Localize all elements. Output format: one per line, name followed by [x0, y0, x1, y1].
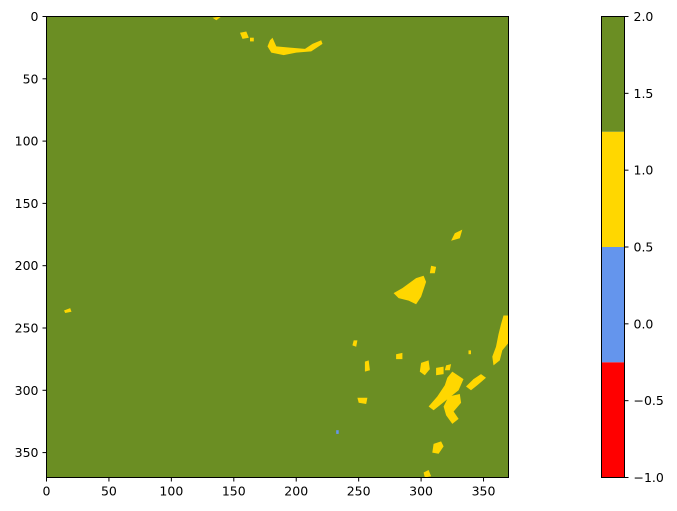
colorbar-tick-label: 2.0 — [634, 9, 654, 24]
heatmap-patch-5 — [429, 265, 437, 274]
x-tick-label: 150 — [222, 484, 246, 499]
heatmap-patch-19 — [432, 441, 444, 454]
colorbar-tick-label: 1.5 — [634, 86, 654, 101]
heatmap-patch-4 — [393, 275, 427, 305]
colorbar-segment-1 — [601, 247, 625, 363]
x-tick-label: 0 — [43, 484, 51, 499]
heatmap-patch-10 — [443, 394, 462, 424]
colorbar-segment-2 — [601, 131, 625, 247]
x-tick-label: 50 — [101, 484, 117, 499]
colorbar-segment-3 — [601, 16, 625, 132]
heatmap-patch-22 — [336, 430, 339, 434]
y-tick-label: 300 — [15, 383, 39, 398]
x-tick-label: 200 — [284, 484, 308, 499]
x-axis: 0 50 100 150 200 250 300 350 — [43, 477, 496, 499]
colorbar-tick-label: −1.0 — [634, 470, 664, 485]
heatmap-patch-18 — [444, 364, 452, 371]
colorbar-tick-label: 1.0 — [634, 163, 654, 178]
x-tick-label: 300 — [409, 484, 433, 499]
heatmap-patch-9 — [428, 371, 464, 411]
y-tick-label: 100 — [15, 134, 39, 149]
colorbar-segments — [601, 16, 625, 478]
x-tick-label: 250 — [347, 484, 371, 499]
y-tick-label: 150 — [15, 196, 39, 211]
y-tick-label: 200 — [15, 258, 39, 273]
colorbar-segment-0 — [601, 362, 625, 478]
heatmap-patch-6 — [451, 229, 463, 241]
heatmap-patch-12 — [364, 360, 370, 372]
heatmap-patch-16 — [419, 360, 430, 376]
heatmap-patch-2 — [250, 37, 254, 42]
heatmap-patch-14 — [357, 397, 368, 404]
colorbar-tick-label: 0.0 — [634, 316, 654, 331]
heatmap-patch-20 — [423, 470, 432, 478]
colorbar: −1.0 −0.5 0.0 0.5 1.0 1.5 2.0 — [601, 9, 664, 485]
plot-frame — [46, 16, 509, 478]
y-tick-label: 250 — [15, 320, 39, 335]
y-tick-label: 350 — [15, 445, 39, 460]
heatmap-patches — [64, 16, 509, 478]
heatmap-patch-8 — [492, 315, 509, 366]
y-tick-label: 0 — [31, 9, 39, 24]
heatmap-patch-7 — [64, 308, 72, 313]
heatmap-patch-21 — [468, 350, 471, 355]
heatmap-patch-17 — [436, 366, 444, 376]
heatmap-patch-13 — [352, 340, 358, 347]
heatmap-patch-1 — [240, 31, 249, 39]
x-tick-label: 350 — [472, 484, 496, 499]
x-tick-label: 100 — [159, 484, 183, 499]
colorbar-axis: −1.0 −0.5 0.0 0.5 1.0 1.5 2.0 — [624, 9, 664, 485]
colorbar-tick-label: −0.5 — [634, 393, 664, 408]
heatmap-patch-3 — [267, 37, 323, 56]
heatmap-patch-11 — [466, 374, 486, 391]
colorbar-tick-label: 0.5 — [634, 240, 654, 255]
heatmap-patch-0 — [212, 16, 222, 21]
heatmap-patch-15 — [396, 352, 403, 360]
y-axis: 0 50 100 150 200 250 300 350 — [15, 9, 47, 460]
heatmap-background — [46, 16, 509, 478]
heatmap-plot: 0 50 100 150 200 250 300 350 0 50 100 150 200 250 300… — [15, 9, 509, 499]
y-tick-label: 50 — [23, 71, 39, 86]
